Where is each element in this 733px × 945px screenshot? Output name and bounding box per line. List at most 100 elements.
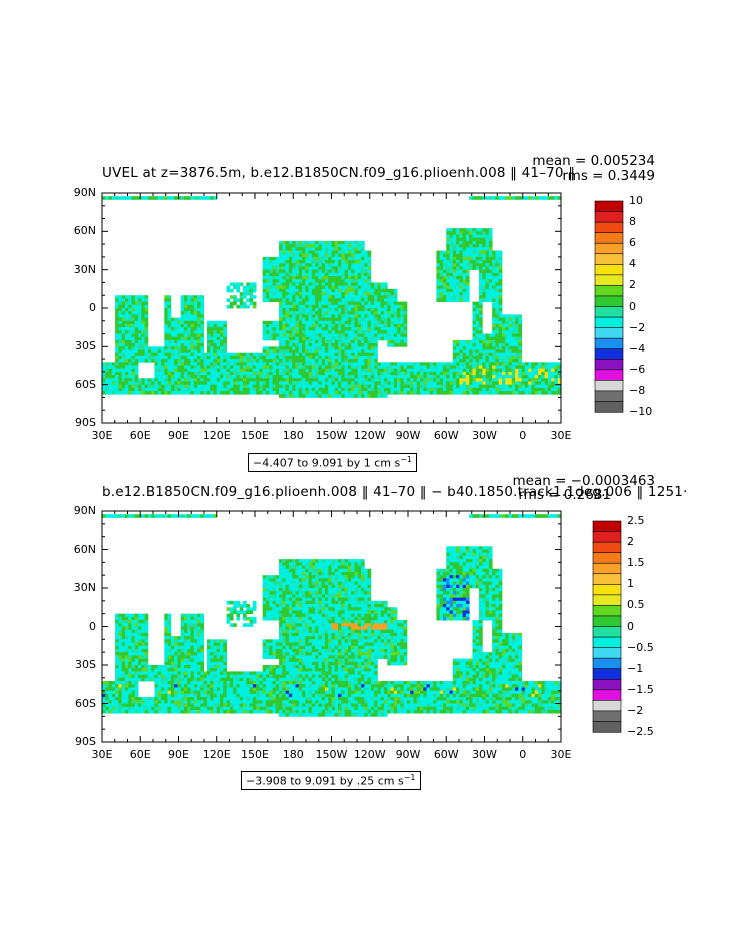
field-cell [551,196,555,200]
field-cell [131,362,136,366]
field-cell [298,250,303,255]
field-cell [462,260,467,264]
field-cell [324,346,329,350]
field-cell [298,260,303,264]
field-cell [439,387,444,392]
field-cell [315,594,319,599]
field-cell [157,349,162,354]
field-cell [285,317,290,322]
field-cell [452,571,457,576]
field-cell [508,317,513,322]
field-cell [223,359,227,363]
field-cell [144,295,149,299]
field-cell [341,387,346,392]
field-cell [469,575,473,579]
field-cell [262,285,267,290]
field-cell [318,578,323,582]
field-cell [436,362,441,366]
field-cell [482,250,486,255]
field-cell [252,301,257,306]
field-cell [498,343,503,347]
field-cell [452,581,457,586]
field-cell [442,295,447,299]
field-cell [488,546,493,550]
field-cell [393,308,398,312]
field-cell [328,323,332,328]
field-cell [210,323,214,328]
field-cell [331,591,336,595]
field-cell [200,339,205,344]
field-cell [154,375,159,379]
field-cell [361,304,365,309]
field-cell [505,368,509,373]
field-cell [341,346,346,350]
field-cell [442,269,447,274]
field-cell [442,298,447,303]
field-cell [426,368,431,373]
field-cell [547,368,552,373]
field-cell [249,288,254,293]
field-cell [311,568,316,573]
field-cell [321,343,326,347]
field-cell [275,269,280,274]
field-cell [220,352,224,357]
field-cell [272,355,277,360]
field-cell [465,575,470,579]
field-cell [446,588,450,592]
field-cell [351,384,355,389]
field-cell [449,260,454,264]
field-cell [498,568,503,573]
field-cell [151,346,155,350]
field-cell [508,330,513,334]
field-cell [331,295,336,299]
field-cell [456,371,460,376]
field-cell [347,320,352,325]
field-cell [449,247,454,251]
field-cell [285,568,290,573]
field-cell [170,362,175,366]
field-cell [485,584,490,589]
field-cell [511,514,516,518]
field-cell [249,292,254,296]
field-cell [252,295,257,299]
field-cell [488,288,493,293]
field-cell [328,276,332,280]
field-cell [131,298,136,303]
field-cell [331,568,336,573]
field-cell [479,378,483,382]
field-cell [518,317,523,322]
field-cell [147,381,152,386]
field-cell [272,594,277,599]
field-cell [518,196,523,200]
field-cell [495,571,500,576]
field-cell [472,378,477,382]
field-cell [324,387,329,392]
field-cell [475,301,480,306]
colorbar-label: −10 [629,405,653,418]
field-cell [190,333,195,338]
colorbar-box [594,232,624,244]
field-cell [324,288,329,293]
field-cell [285,362,290,366]
field-cell [357,247,362,251]
field-cell [367,394,372,398]
field-cell [256,384,260,389]
field-cell [295,571,300,576]
field-cell [115,346,119,350]
field-cell [285,272,290,277]
field-cell [180,298,185,303]
field-cell [292,244,296,248]
field-cell [154,196,159,200]
field-cell [315,276,319,280]
field-cell [324,584,329,589]
field-cell [318,311,323,315]
field-cell [338,591,342,595]
field-cell [279,391,283,395]
field-cell [265,279,270,283]
field-cell [370,343,375,347]
field-cell [167,317,172,322]
field-cell [544,378,549,382]
field-cell [252,368,257,373]
field-cell [501,387,506,392]
field-cell [275,575,280,579]
